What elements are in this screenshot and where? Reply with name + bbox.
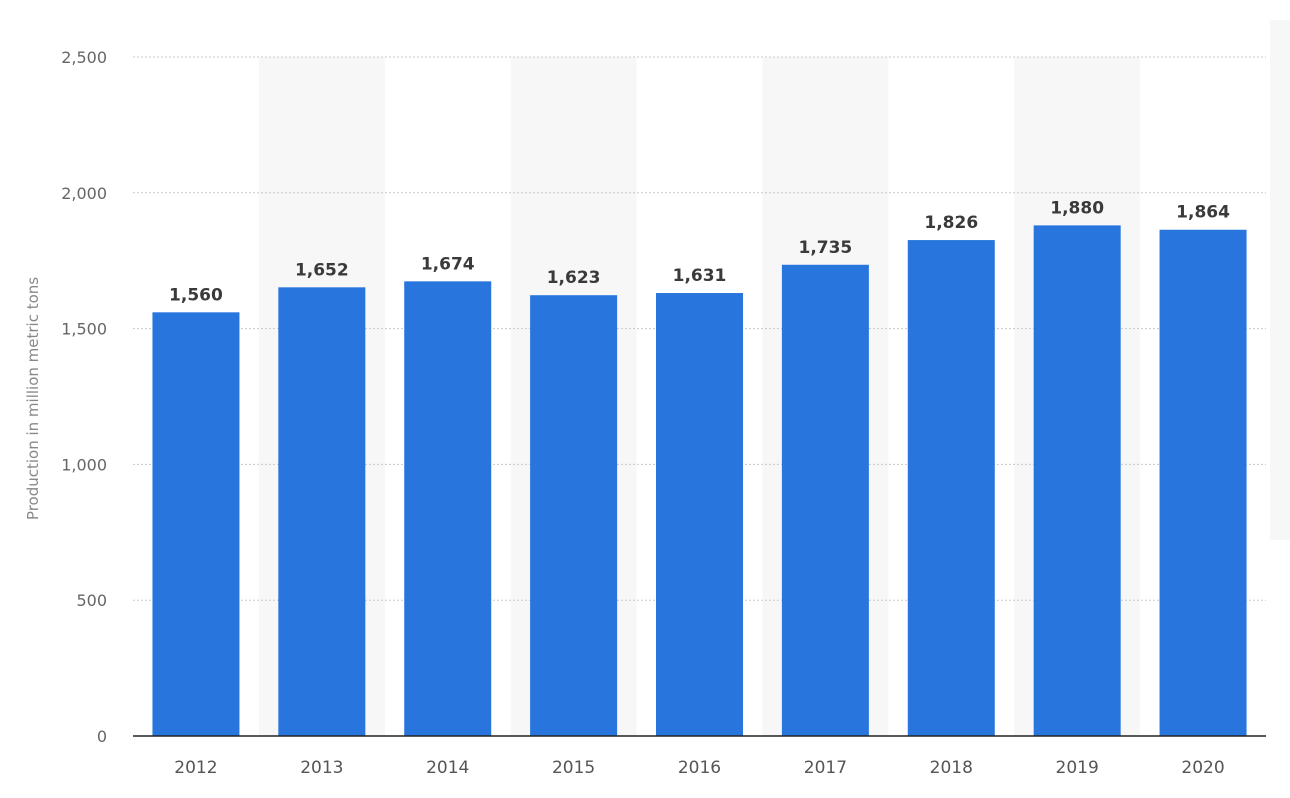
value-label: 1,652 (295, 260, 349, 280)
y-tick-label: 1,500 (61, 320, 107, 339)
bar (1159, 229, 1247, 736)
value-label: 1,674 (421, 254, 475, 274)
y-tick-label: 0 (97, 727, 107, 746)
bar (1033, 225, 1121, 736)
bar (530, 295, 618, 736)
x-tick-label: 2017 (804, 758, 847, 778)
y-tick-label: 2,500 (61, 48, 107, 67)
x-tick-label: 2012 (174, 758, 217, 778)
bar (404, 281, 492, 736)
y-tick-label: 1,000 (61, 455, 107, 474)
side-panel-edge (1270, 20, 1290, 540)
x-tick-label: 2020 (1181, 758, 1224, 778)
x-tick-label: 2018 (930, 758, 973, 778)
bar (781, 264, 869, 736)
bars (152, 225, 1247, 736)
bar (907, 240, 995, 736)
x-tick-label: 2013 (300, 758, 343, 778)
x-tick-label: 2019 (1056, 758, 1099, 778)
value-labels: 1,560 1,652 1,674 1,623 1,631 1,735 1,826 1,880… (169, 198, 1230, 305)
value-label: 1,623 (547, 268, 601, 288)
value-label: 1,864 (1176, 203, 1230, 223)
y-axis-ticks: 0 500 1,000 1,500 2,000 2,500 (61, 48, 107, 746)
y-tick-label: 500 (76, 591, 107, 610)
x-tick-label: 2016 (678, 758, 721, 778)
x-tick-label: 2015 (552, 758, 595, 778)
bar (656, 293, 743, 736)
x-tick-label: 2014 (426, 758, 469, 778)
bar (278, 287, 366, 736)
value-label: 1,735 (798, 238, 852, 258)
value-label: 1,631 (673, 266, 727, 286)
bar (152, 312, 240, 736)
y-axis-title: Production in million metric tons (24, 277, 42, 520)
x-axis-ticks: 2012 2013 2014 2015 2016 2017 2018 2019 2020 (174, 758, 1224, 778)
value-label: 1,880 (1050, 198, 1104, 218)
y-tick-label: 2,000 (61, 184, 107, 203)
value-label: 1,826 (924, 213, 978, 233)
value-label: 1,560 (169, 285, 223, 305)
